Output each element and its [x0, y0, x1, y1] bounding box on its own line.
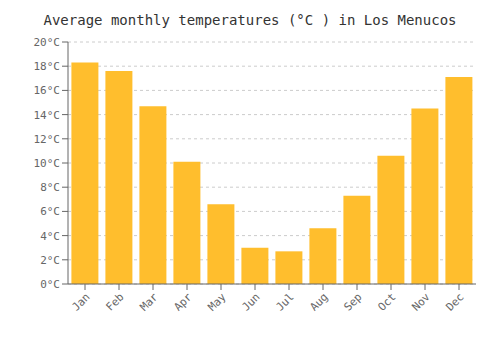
svg-text:Aug: Aug [307, 290, 330, 313]
svg-text:Nov: Nov [409, 290, 433, 314]
svg-text:Mar: Mar [137, 290, 161, 314]
svg-text:Jun: Jun [239, 290, 262, 313]
svg-text:12°C: 12°C [34, 133, 61, 146]
svg-text:Feb: Feb [103, 290, 126, 313]
svg-text:18°C: 18°C [34, 60, 61, 73]
svg-text:Sep: Sep [341, 290, 364, 313]
svg-text:May: May [205, 290, 229, 314]
svg-text:Oct: Oct [375, 290, 398, 313]
svg-text:Jan: Jan [69, 290, 92, 313]
svg-text:0°C: 0°C [40, 278, 60, 291]
svg-text:6°C: 6°C [40, 205, 60, 218]
svg-text:Dec: Dec [443, 290, 466, 313]
html-text:Average monthly temperatures (: Average monthly temperatures (°C ) in Lo… [43, 12, 457, 28]
svg-text:16°C: 16°C [34, 84, 61, 97]
svg-text:2°C: 2°C [40, 254, 60, 267]
svg-text:8°C: 8°C [40, 181, 60, 194]
svg-text:20°C: 20°C [34, 36, 61, 49]
svg-text:14°C: 14°C [34, 109, 61, 122]
svg-text:Apr: Apr [171, 290, 195, 314]
svg-text:4°C: 4°C [40, 230, 60, 243]
svg-text:10°C: 10°C [34, 157, 61, 170]
svg-text:Jul: Jul [273, 290, 296, 313]
